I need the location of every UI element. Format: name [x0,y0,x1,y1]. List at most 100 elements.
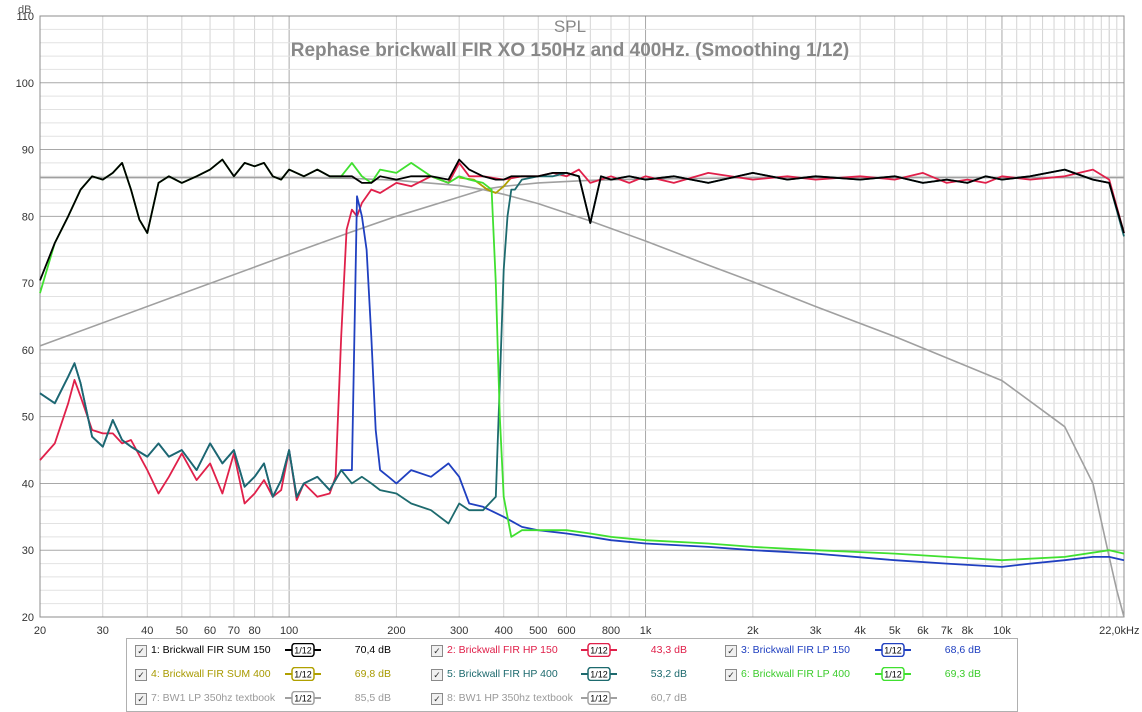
y-tick-label: 80 [22,211,34,223]
series-line-brickwall-fir-sum-150 [39,158,1125,281]
y-tick-label: 60 [22,345,34,357]
x-tick-label: 40 [141,625,153,637]
legend-item[interactable]: ✓ 6: Brickwall FIR LP 400 1/12 69,3 dB [725,665,1005,683]
smoothing-swatch-icon[interactable]: 1/12 [875,667,911,681]
legend-value: 69,8 dB [354,668,391,680]
checkmark-icon[interactable]: ✓ [725,645,737,657]
y-tick-label: 20 [22,612,34,624]
swatch-box [291,691,315,705]
legend-label: 5: Brickwall FIR HP 400 [447,668,558,680]
checkmark-icon[interactable]: ✓ [135,693,147,705]
smoothing-swatch-icon[interactable]: 1/12 [581,667,617,681]
smoothing-label: 1/12 [590,670,608,680]
x-tick-label: 7k [941,625,953,637]
smoothing-swatch-icon[interactable]: 1/12 [581,643,617,657]
legend-item[interactable]: ✓ 5: Brickwall FIR HP 400 1/12 53,2 dB [431,665,711,683]
x-tick-label: 20 [34,625,46,637]
swatch-box [881,643,905,657]
y-tick-label: 110 [16,11,34,23]
x-tick-label: 8k [962,625,974,637]
x-tick-label: 22,0k [1099,625,1126,637]
legend-label: 1: Brickwall FIR SUM 150 [151,644,271,656]
x-tick-label: 2k [747,625,759,637]
y-axis-unit-label: dB [18,4,31,16]
smoothing-label: 1/12 [590,694,608,704]
checkmark-icon[interactable]: ✓ [135,669,147,681]
x-axis-unit-label: Hz [1126,625,1139,637]
checkmark-icon[interactable]: ✓ [431,669,443,681]
x-tick-label: 30 [97,625,109,637]
legend-value: 53,2 dB [650,668,687,680]
chart-title: SPL [554,17,586,36]
series-lines [39,158,1125,618]
x-tick-label: 600 [557,625,575,637]
x-tick-label: 200 [387,625,405,637]
swatch-box [587,691,611,705]
legend-label: 6: Brickwall FIR LP 400 [741,668,850,680]
legend-item[interactable]: ✓ 7: BW1 LP 350hz textbook 1/12 85,5 dB [135,689,415,707]
legend-label: 4: Brickwall FIR SUM 400 [151,668,271,680]
x-tick-label: 400 [495,625,513,637]
x-tick-label: 10k [993,625,1011,637]
x-tick-label: 500 [529,625,547,637]
x-tick-label: 80 [248,625,260,637]
checkmark-icon[interactable]: ✓ [431,693,443,705]
smoothing-swatch-icon[interactable]: 1/12 [285,667,321,681]
plot-frame [39,15,1125,618]
smoothing-swatch-icon[interactable]: 1/12 [285,643,321,657]
smoothing-label: 1/12 [294,670,312,680]
chart-subtitle: Rephase brickwall FIR XO 150Hz and 400Hz… [291,40,850,61]
legend-value: 70,4 dB [354,644,391,656]
smoothing-swatch-icon[interactable]: 1/12 [875,643,911,657]
legend-value: 43,3 dB [650,644,687,656]
smoothing-label: 1/12 [884,646,902,656]
smoothing-label: 1/12 [590,646,608,656]
smoothing-label: 1/12 [884,670,902,680]
legend-label: 2: Brickwall FIR HP 150 [447,644,558,656]
legend: ✓ 1: Brickwall FIR SUM 150 1/12 70,4 dB ✓ 2: … [126,638,1018,712]
legend-value: 60,7 dB [650,692,687,704]
legend-item[interactable]: ✓ 3: Brickwall FIR LP 150 1/12 68,6 dB [725,641,1005,659]
y-tick-label: 50 [22,412,34,424]
grid-lines [40,16,1124,617]
y-tick-label: 90 [22,145,34,157]
x-tick-label: 5k [889,625,901,637]
y-tick-label: 100 [16,78,34,90]
x-tick-label: 3k [810,625,822,637]
legend-value: 85,5 dB [354,692,391,704]
legend-label: 3: Brickwall FIR LP 150 [741,644,850,656]
checkmark-icon[interactable]: ✓ [431,645,443,657]
smoothing-label: 1/12 [294,646,312,656]
x-tick-label: 60 [204,625,216,637]
smoothing-swatch-icon[interactable]: 1/12 [285,691,321,705]
legend-item[interactable]: ✓ 2: Brickwall FIR HP 150 1/12 43,3 dB [431,641,711,659]
checkmark-icon[interactable]: ✓ [725,669,737,681]
legend-label: 8: BW1 HP 350hz textbook [447,692,573,704]
smoothing-label: 1/12 [294,694,312,704]
swatch-box [587,643,611,657]
swatch-box [587,667,611,681]
spl-chart: 110 100 90 80 70 60 50 40 30 20 20 30 40 50 60 70 80 100… [15,4,1140,637]
legend-item[interactable]: ✓ 8: BW1 HP 350hz textbook 1/12 60,7 dB [431,689,711,707]
smoothing-swatch-icon[interactable]: 1/12 [581,691,617,705]
x-tick-label: 100 [280,625,298,637]
y-tick-labels: 110 100 90 80 70 60 50 40 30 20 [16,11,34,624]
x-tick-label: 50 [176,625,188,637]
x-tick-label: 300 [450,625,468,637]
legend-item[interactable]: ✓ 4: Brickwall FIR SUM 400 1/12 69,8 dB [135,665,415,683]
x-tick-label: 70 [228,625,240,637]
x-tick-labels: 20 30 40 50 60 70 80 100 200 300 400 500 600 800 1k 2k 3… [34,625,1127,637]
legend-label: 7: BW1 LP 350hz textbook [151,692,276,704]
checkmark-icon[interactable]: ✓ [135,645,147,657]
legend-value: 69,3 dB [944,668,981,680]
y-tick-label: 70 [22,278,34,290]
swatch-box [291,643,315,657]
legend-item[interactable]: ✓ 1: Brickwall FIR SUM 150 1/12 70,4 dB [135,641,415,659]
swatch-box [291,667,315,681]
x-tick-label: 6k [917,625,929,637]
x-tick-label: 800 [602,625,620,637]
y-tick-label: 30 [22,545,34,557]
x-tick-label: 1k [640,625,652,637]
legend-value: 68,6 dB [944,644,981,656]
x-tick-label: 4k [854,625,866,637]
